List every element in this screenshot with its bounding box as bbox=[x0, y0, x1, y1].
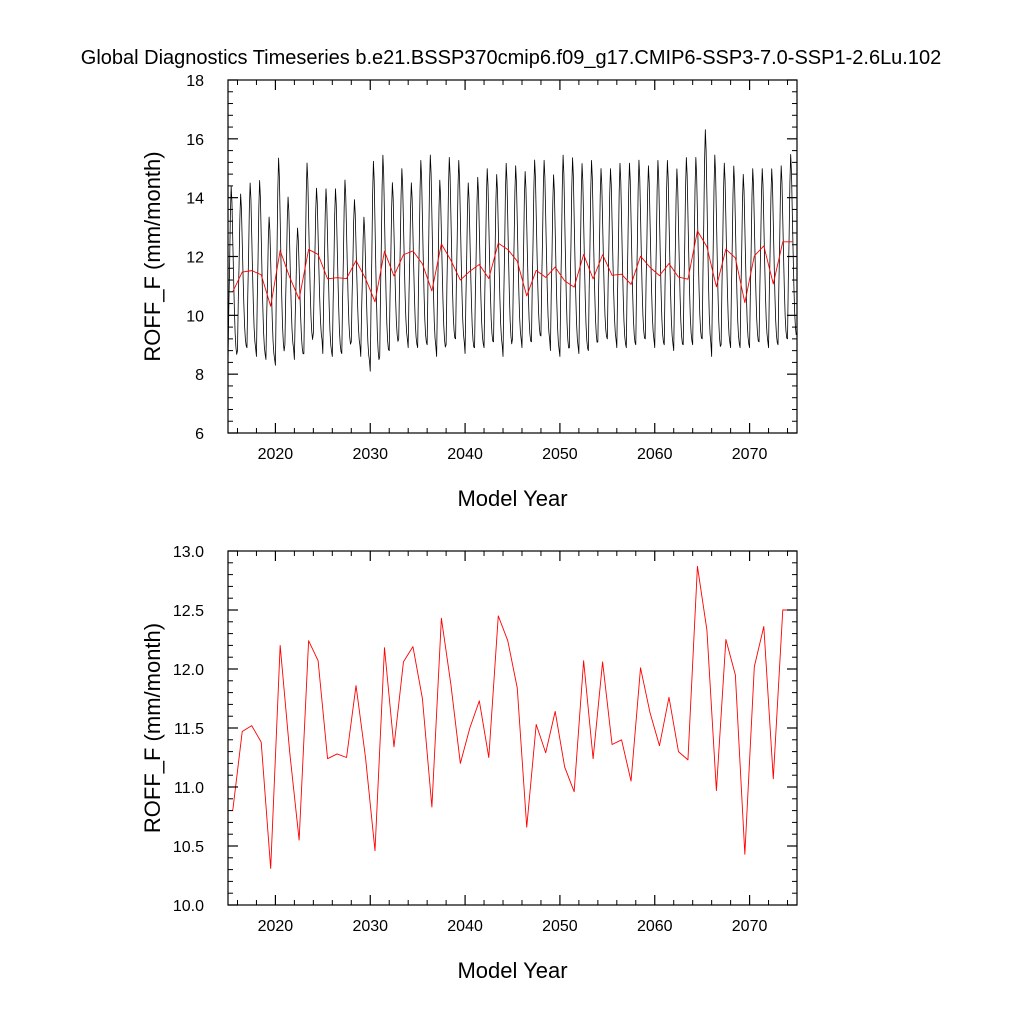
x-tick-label: 2020 bbox=[258, 446, 294, 463]
plot-frame bbox=[227, 550, 798, 906]
y-tick-label: 10 bbox=[186, 308, 204, 325]
y-tick-label: 10.5 bbox=[173, 839, 204, 856]
x-tick-label: 2070 bbox=[732, 918, 768, 935]
x-tick-label: 2040 bbox=[447, 918, 483, 935]
y-tick-label: 11.0 bbox=[174, 780, 204, 797]
x-tick-label: 2060 bbox=[637, 446, 673, 463]
y-tick-label: 8 bbox=[195, 367, 204, 384]
x-tick-label: 2050 bbox=[542, 446, 578, 463]
x-axis-label: Model Year bbox=[457, 486, 567, 511]
y-tick-label: 6 bbox=[195, 426, 204, 443]
y-axis-label: ROFF_F (mm/month) bbox=[140, 151, 165, 361]
y-tick-label: 16 bbox=[186, 132, 204, 149]
y-tick-label: 12 bbox=[186, 250, 204, 267]
y-axis-label: ROFF_F (mm/month) bbox=[140, 623, 165, 833]
x-tick-label: 2030 bbox=[352, 446, 388, 463]
x-axis-label: Model Year bbox=[457, 958, 567, 983]
bottom-panel: 2020 2030 2040 2050 2060 2070 10.0 10.5 11.0 11.5… bbox=[140, 544, 798, 983]
top-panel: 2020 2030 2040 2050 2060 2070 6 8 10 12 14 16 18 Mode… bbox=[140, 73, 798, 511]
y-tick-label: 18 bbox=[186, 73, 204, 90]
x-tick-label: 2060 bbox=[637, 918, 673, 935]
y-tick-label: 10.0 bbox=[173, 898, 204, 915]
y-tick-label: 11.5 bbox=[174, 721, 204, 738]
x-tick-label: 2030 bbox=[352, 918, 388, 935]
x-tick-label: 2020 bbox=[258, 918, 294, 935]
y-tick-label: 12.5 bbox=[173, 603, 204, 620]
y-tick-label: 14 bbox=[186, 191, 204, 208]
x-tick-label: 2040 bbox=[447, 446, 483, 463]
monthly-series-line-0-0 bbox=[227, 129, 797, 372]
x-tick-label: 2070 bbox=[732, 446, 768, 463]
y-tick-label: 12.0 bbox=[173, 662, 204, 679]
plot-frame bbox=[227, 79, 798, 434]
x-tick-label: 2050 bbox=[542, 918, 578, 935]
annual-mean-series-line-1-0 bbox=[232, 565, 793, 869]
annual-mean-series-line-0-1 bbox=[232, 230, 793, 307]
figure-title: Global Diagnostics Timeseries b.e21.BSSP… bbox=[81, 47, 941, 69]
y-tick-label: 13.0 bbox=[173, 544, 204, 561]
